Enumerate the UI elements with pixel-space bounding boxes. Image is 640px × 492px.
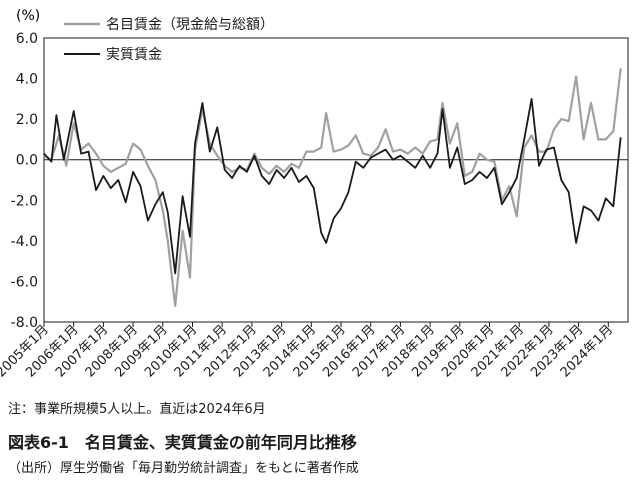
y-tick-label: 6.0	[16, 31, 38, 47]
series-line-nominal-wage	[43, 68, 622, 307]
y-tick-label: 2.0	[16, 112, 38, 128]
y-tick-label: -2.0	[11, 193, 38, 209]
series-line-real-wage	[43, 98, 622, 275]
y-tick-label: -4.0	[11, 234, 38, 250]
y-axis-unit: (%)	[16, 8, 40, 24]
wage-chart: (%) 6.0 4.0 2.0 0.0 -2.0 -4.0 -6.0 -8.0 2005年1月…	[0, 8, 629, 380]
figure-title: 図表6-1 名目賃金、実質賃金の前年同月比推移	[8, 433, 357, 452]
y-tick-label: 0.0	[16, 153, 38, 169]
chart-note: 注：事業所規模5人以上。直近は2024年6月	[8, 402, 266, 417]
y-tick-label: 4.0	[16, 72, 38, 88]
y-tick-labels: 6.0 4.0 2.0 0.0 -2.0 -4.0 -6.0 -8.0	[11, 31, 38, 331]
source-line: （出所）厚生労働省「毎月勤労統計調査」をもとに著者作成	[8, 461, 359, 476]
plot-frame	[43, 37, 629, 323]
y-tick-label: -8.0	[11, 315, 38, 331]
legend: 名目賃金（現金給与総額） 実質賃金	[64, 17, 274, 63]
x-tick-labels: 2005年1月2006年1月2007年1月2008年1月2009年1月2010年…	[0, 322, 616, 380]
y-tick-label: -6.0	[11, 274, 38, 290]
plot-area	[43, 37, 629, 327]
legend-label-real: 実質賃金	[106, 47, 162, 63]
legend-label-nominal: 名目賃金（現金給与総額）	[106, 17, 274, 33]
